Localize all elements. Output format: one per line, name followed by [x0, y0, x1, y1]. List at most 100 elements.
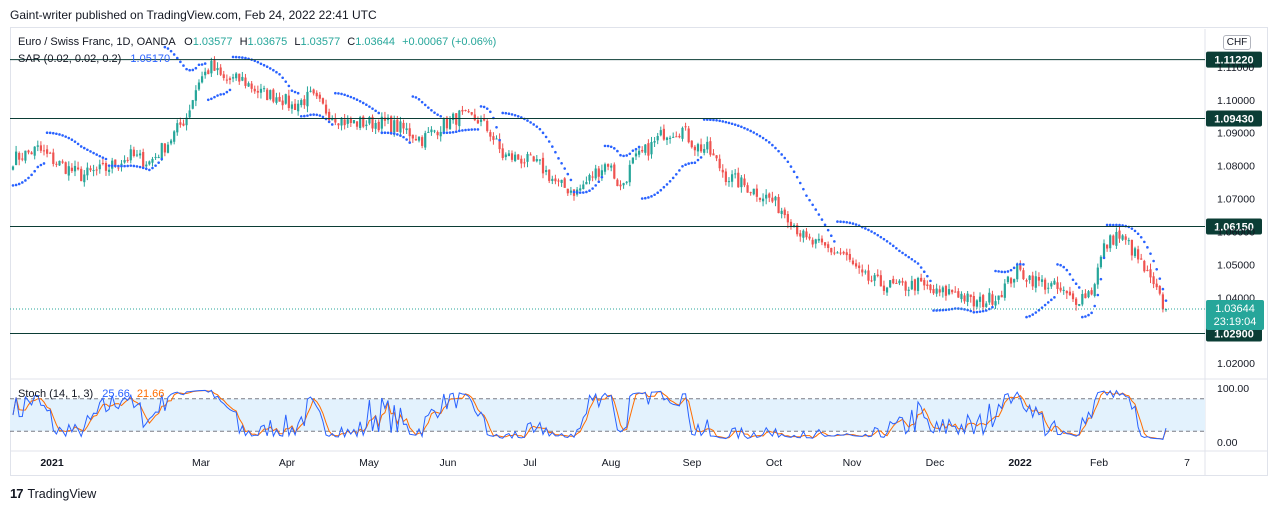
- candle-down: [929, 284, 932, 291]
- candle-down: [95, 169, 98, 171]
- sar-dot: [380, 131, 384, 135]
- candle-up: [941, 287, 944, 293]
- level-label: 1.06150: [1214, 222, 1254, 234]
- sar-dot: [107, 164, 111, 167]
- candle-up: [873, 275, 876, 281]
- sar-dot: [303, 114, 306, 118]
- sar-dot: [1108, 223, 1112, 227]
- sar-dot: [1130, 227, 1134, 230]
- candle-up: [166, 144, 170, 153]
- candle-down: [219, 67, 222, 75]
- candle-up: [331, 118, 334, 121]
- sar-dot: [907, 255, 911, 259]
- candle-down: [228, 78, 232, 80]
- candle-down: [923, 280, 926, 286]
- sar-dot: [482, 105, 486, 109]
- sar-dot: [374, 109, 377, 113]
- sar-dot: [392, 132, 396, 135]
- sar-dot: [1143, 240, 1146, 244]
- candle-up: [752, 188, 755, 195]
- candle-down: [920, 277, 923, 282]
- sar-dot: [275, 70, 278, 74]
- level-label: 1.11220: [1214, 55, 1253, 67]
- sar-dot: [389, 131, 393, 135]
- candle-up: [1053, 280, 1056, 285]
- sar-dot: [895, 246, 898, 250]
- time-tick-label: Feb: [1090, 457, 1108, 469]
- candle-down: [1037, 276, 1041, 281]
- candle-down: [563, 178, 566, 188]
- candle-up: [637, 150, 641, 155]
- candle-up: [1040, 279, 1044, 282]
- sar-dot: [219, 93, 222, 96]
- sar-dot: [888, 242, 892, 245]
- candle-up: [495, 138, 498, 140]
- sar-dot: [349, 95, 353, 99]
- candle-up: [535, 159, 538, 162]
- sar-dot: [814, 208, 818, 211]
- candle-up: [966, 293, 969, 302]
- sar-dot: [551, 145, 554, 148]
- sar-dot: [755, 132, 759, 136]
- sar-dot: [327, 120, 331, 124]
- chart-frame[interactable]: [10, 27, 1268, 476]
- sar-dot: [789, 165, 793, 168]
- sar-dot: [557, 157, 560, 160]
- candle-down: [328, 111, 331, 121]
- sar-dot: [575, 190, 579, 194]
- candle-up: [653, 141, 656, 143]
- currency-button[interactable]: CHF: [1223, 35, 1251, 50]
- sar-dot: [334, 91, 337, 95]
- sar-dot: [1084, 315, 1087, 318]
- candle-down: [49, 152, 52, 154]
- sar-dot: [1118, 223, 1121, 227]
- candle-up: [898, 280, 901, 284]
- sar-dot: [42, 162, 46, 165]
- sar-dot: [346, 94, 350, 98]
- candle-down: [1022, 270, 1025, 280]
- sar-dot: [76, 142, 80, 146]
- sar-dot: [151, 166, 154, 170]
- candle-down: [461, 109, 464, 112]
- sar-dot: [479, 105, 483, 108]
- candle-down: [963, 295, 966, 302]
- candle-down: [272, 89, 275, 102]
- candle-up: [997, 295, 1000, 300]
- sar-dot: [591, 187, 594, 190]
- sar-dot: [777, 149, 780, 153]
- candle-down: [823, 242, 827, 246]
- footer-brand[interactable]: 17 TradingView: [10, 486, 96, 501]
- candle-down: [207, 70, 210, 75]
- sar-dot: [578, 191, 582, 194]
- candle-up: [290, 104, 294, 109]
- sar-dot: [547, 140, 551, 143]
- sar-dot: [259, 62, 263, 66]
- candle-down: [1065, 290, 1068, 294]
- sar-dot: [916, 262, 920, 265]
- sar-dot: [1090, 311, 1093, 315]
- candle-down: [820, 238, 824, 243]
- sar-dot: [104, 157, 108, 161]
- candle-up: [907, 289, 910, 291]
- candle-up: [1109, 235, 1112, 249]
- candle-up: [297, 103, 300, 112]
- candle-down: [805, 231, 808, 238]
- candle-down: [18, 152, 21, 160]
- candle-down: [303, 99, 306, 106]
- sar-dot: [179, 60, 182, 64]
- sar-dot: [17, 182, 21, 186]
- low-label: L: [294, 36, 301, 48]
- sar-dot: [1139, 235, 1143, 239]
- candle-down: [768, 193, 771, 198]
- sar-dot: [659, 188, 663, 192]
- sar-dot: [33, 169, 36, 173]
- candle-down: [45, 149, 49, 154]
- candle-down: [321, 98, 325, 104]
- candle-up: [306, 91, 309, 107]
- candle-down: [554, 178, 557, 182]
- sar-dot: [616, 149, 619, 153]
- candle-up: [33, 146, 36, 156]
- sar-dot: [1025, 315, 1028, 319]
- candle-up: [978, 296, 982, 302]
